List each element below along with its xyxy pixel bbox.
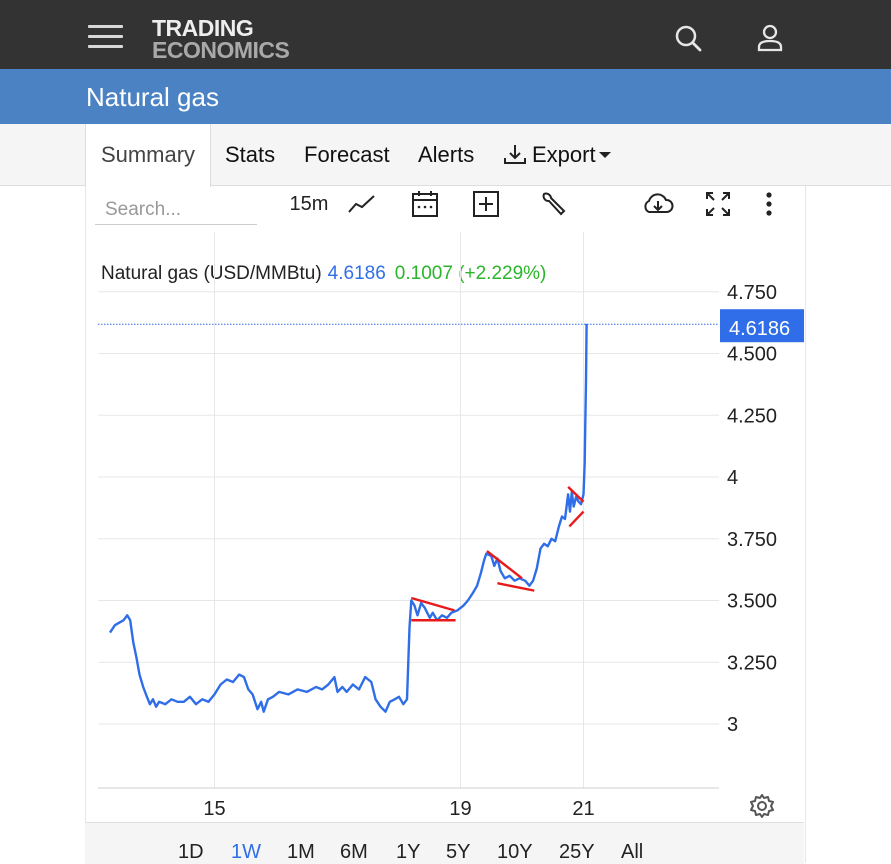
range-1m[interactable]: 1M [287, 841, 315, 863]
tab-alerts[interactable]: Alerts [418, 142, 475, 167]
tab-summary[interactable]: Summary [85, 124, 211, 187]
trendline [497, 582, 535, 592]
trendline [568, 510, 585, 528]
tabs-bar: Summary Stats Forecast Alerts Export [0, 124, 891, 187]
more-icon[interactable] [757, 188, 781, 220]
search-icon[interactable] [672, 22, 706, 56]
y-tick-label: 4 [727, 467, 738, 489]
x-tick-label: 19 [449, 798, 471, 820]
trendline [486, 550, 523, 580]
interval-selector[interactable]: 15m [289, 192, 329, 215]
logo-line1: TRADING [152, 15, 254, 41]
legend-change: 0.1007 (+2.229%) [394, 263, 547, 284]
range-all[interactable]: All [621, 841, 644, 863]
site-logo[interactable]: TRADING ECONOMICS [152, 15, 290, 63]
legend-price: 4.6186 [327, 263, 386, 284]
range-1y[interactable]: 1Y [396, 841, 421, 863]
calendar-icon[interactable] [410, 188, 440, 220]
y-tick-label: 4.750 [727, 282, 777, 304]
user-icon[interactable] [754, 22, 788, 56]
x-tick-label: 15 [203, 798, 225, 820]
price-badge [720, 309, 804, 343]
range-6m[interactable]: 6M [340, 841, 368, 863]
range-1w[interactable]: 1W [231, 841, 261, 863]
trendline [567, 486, 585, 503]
export-label: Export [532, 142, 596, 167]
tab-stats[interactable]: Stats [225, 142, 276, 167]
x-tick-label: 21 [572, 798, 594, 820]
y-tick-label: 3.750 [727, 529, 777, 551]
chart-panel [85, 186, 806, 863]
logo-line2: ECONOMICS [152, 37, 290, 63]
gear-icon[interactable] [749, 793, 775, 819]
range-10y[interactable]: 10Y [497, 841, 533, 863]
fullscreen-icon[interactable] [703, 188, 733, 220]
chart-legend: Natural gas (USD/MMBtu) 4.6186 0.1007 (+2.… [101, 263, 546, 285]
top-header: TRADING ECONOMICS [0, 0, 891, 69]
page-title: Natural gas [86, 82, 219, 112]
line-chart-icon[interactable] [346, 188, 378, 220]
search-input[interactable] [95, 195, 257, 225]
legend-series-name: Natural gas (USD/MMBtu) [101, 263, 322, 284]
price-badge-label: 4.6186 [729, 318, 790, 340]
menu-icon[interactable] [88, 22, 124, 52]
caret-down-icon [598, 152, 611, 158]
range-1d[interactable]: 1D [178, 841, 204, 863]
wrench-icon[interactable] [538, 188, 568, 220]
y-tick-label: 4.500 [727, 344, 777, 366]
range-bar [85, 822, 804, 864]
cloud-download-icon[interactable] [640, 188, 676, 220]
trendline [410, 596, 455, 612]
y-tick-label: 4.250 [727, 405, 777, 427]
plus-box-icon[interactable] [471, 188, 501, 220]
range-5y[interactable]: 5Y [446, 841, 471, 863]
y-tick-label: 3.500 [727, 591, 777, 613]
price-series-line [108, 323, 588, 713]
y-tick-label: 3.250 [727, 652, 777, 674]
tab-forecast[interactable]: Forecast [304, 142, 390, 167]
tab-export[interactable]: Export [502, 124, 612, 186]
y-tick-label: 3 [727, 714, 738, 736]
download-icon [504, 145, 526, 164]
title-bar: Natural gas [0, 69, 891, 124]
range-25y[interactable]: 25Y [559, 841, 595, 863]
